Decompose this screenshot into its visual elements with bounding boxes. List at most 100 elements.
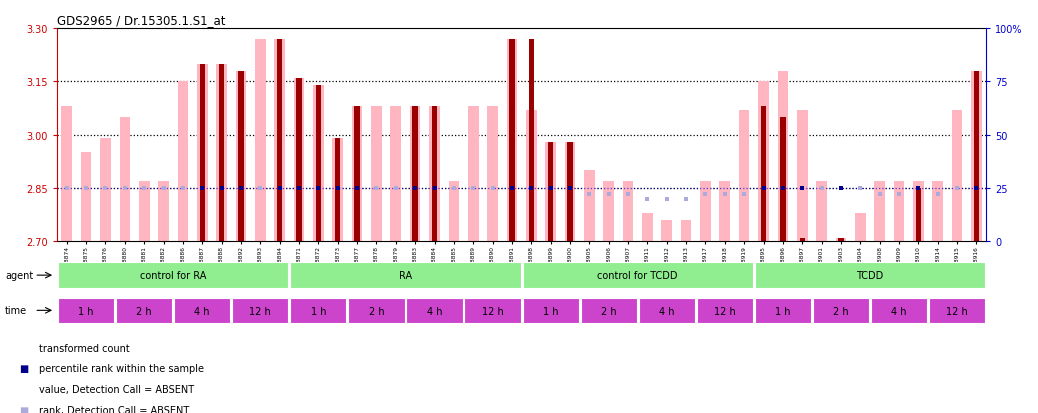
Bar	[296, 78, 302, 242]
Bar	[548, 142, 553, 242]
Bar	[799, 238, 804, 242]
Bar	[448, 181, 459, 242]
Bar	[638, 298, 694, 324]
Bar	[255, 40, 266, 242]
Bar	[755, 298, 811, 324]
Bar	[372, 107, 382, 242]
Bar	[623, 181, 633, 242]
Bar	[584, 171, 595, 242]
Bar	[349, 298, 405, 324]
Bar	[174, 298, 230, 324]
Text: value, Detection Call = ABSENT: value, Detection Call = ABSENT	[39, 384, 194, 394]
Text: control for TCDD: control for TCDD	[598, 271, 678, 281]
Bar	[354, 107, 360, 242]
Bar	[781, 118, 786, 242]
Bar	[294, 78, 304, 242]
Bar	[313, 85, 324, 242]
Bar	[719, 181, 730, 242]
Text: control for RA: control for RA	[140, 271, 207, 281]
Text: 12 h: 12 h	[947, 306, 968, 316]
Bar	[528, 40, 534, 242]
Bar	[236, 71, 246, 242]
Bar	[274, 40, 285, 242]
Bar	[61, 107, 72, 242]
Bar	[816, 181, 827, 242]
Bar	[952, 110, 962, 242]
Bar	[335, 139, 340, 242]
Bar	[410, 107, 420, 242]
Bar	[661, 221, 672, 242]
Bar	[158, 181, 169, 242]
Bar	[199, 64, 204, 242]
Text: 1 h: 1 h	[310, 306, 326, 316]
Bar	[758, 82, 769, 242]
Bar	[761, 107, 766, 242]
Bar	[119, 118, 130, 242]
Bar	[432, 107, 437, 242]
Bar	[972, 71, 982, 242]
Bar	[929, 298, 985, 324]
Text: 2 h: 2 h	[368, 306, 384, 316]
Text: TCDD: TCDD	[856, 271, 883, 281]
Bar	[522, 263, 753, 289]
Bar	[797, 110, 808, 242]
Bar	[100, 139, 111, 242]
Text: ■: ■	[20, 405, 28, 413]
Text: 2 h: 2 h	[136, 306, 152, 316]
Bar	[974, 71, 979, 242]
Bar	[568, 142, 573, 242]
Bar	[487, 107, 498, 242]
Bar	[316, 85, 321, 242]
Bar	[291, 298, 347, 324]
Text: 4 h: 4 h	[892, 306, 907, 316]
Bar	[233, 298, 289, 324]
Bar	[871, 298, 927, 324]
Bar	[565, 142, 575, 242]
Bar	[701, 181, 711, 242]
Bar	[177, 82, 188, 242]
Bar	[913, 181, 924, 242]
Bar	[58, 263, 289, 289]
Text: 4 h: 4 h	[659, 306, 675, 316]
Bar	[216, 64, 227, 242]
Bar	[58, 298, 114, 324]
Bar	[855, 213, 866, 242]
Text: RA: RA	[399, 271, 412, 281]
Text: 1 h: 1 h	[775, 306, 791, 316]
Bar	[777, 71, 788, 242]
Bar	[352, 107, 362, 242]
Text: 2 h: 2 h	[834, 306, 849, 316]
Bar	[116, 298, 172, 324]
Bar	[916, 188, 921, 242]
Bar	[643, 213, 653, 242]
Bar	[277, 40, 282, 242]
Bar	[839, 238, 844, 242]
Bar	[894, 181, 904, 242]
Text: agent: agent	[5, 271, 33, 280]
Bar	[545, 142, 556, 242]
Bar	[681, 221, 691, 242]
Text: ■: ■	[20, 363, 28, 373]
Bar	[755, 263, 985, 289]
Bar	[696, 298, 753, 324]
Bar	[603, 181, 614, 242]
Bar	[464, 298, 521, 324]
Text: GDS2965 / Dr.15305.1.S1_at: GDS2965 / Dr.15305.1.S1_at	[57, 14, 225, 27]
Bar	[836, 238, 846, 242]
Text: time: time	[5, 306, 27, 316]
Bar	[219, 64, 224, 242]
Text: percentile rank within the sample: percentile rank within the sample	[39, 363, 204, 373]
Bar	[507, 40, 517, 242]
Bar	[813, 298, 869, 324]
Bar	[139, 181, 149, 242]
Text: 4 h: 4 h	[194, 306, 210, 316]
Text: 12 h: 12 h	[482, 306, 503, 316]
Bar	[197, 64, 208, 242]
Bar	[412, 107, 418, 242]
Text: 12 h: 12 h	[249, 306, 271, 316]
Text: 4 h: 4 h	[427, 306, 442, 316]
Bar	[874, 181, 885, 242]
Bar	[510, 40, 515, 242]
Text: 1 h: 1 h	[543, 306, 558, 316]
Bar	[429, 107, 440, 242]
